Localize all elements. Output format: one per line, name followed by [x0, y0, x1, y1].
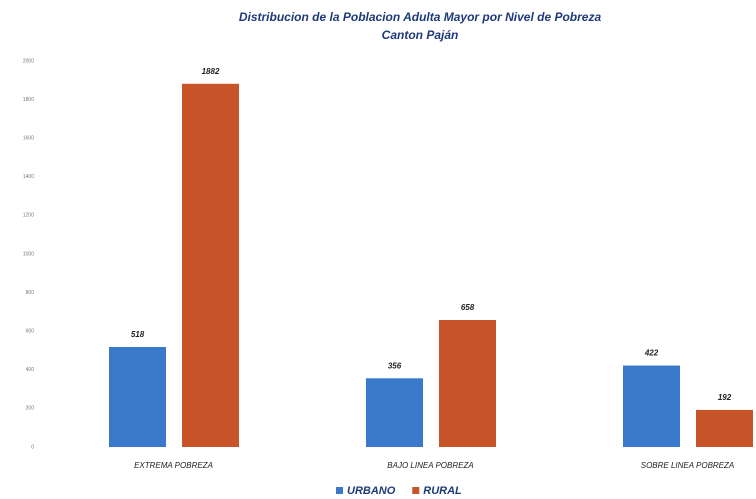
data-label: 658: [461, 303, 475, 312]
bar: [696, 409, 753, 447]
x-tick-label: SOBRE LINEA POBREZA: [641, 461, 735, 470]
y-tick-label: 400: [26, 367, 35, 373]
legend-swatch: [412, 487, 420, 494]
y-tick-label: 1400: [23, 174, 34, 180]
data-label: 422: [644, 349, 659, 358]
data-label: 1882: [202, 67, 220, 76]
y-tick-label: 2000: [23, 58, 34, 64]
data-label: 192: [718, 393, 732, 402]
chart-title: Distribucion de la Poblacion Adulta Mayo…: [239, 10, 602, 24]
bar: [182, 83, 239, 448]
x-tick-label: EXTREMA POBREZA: [134, 461, 213, 470]
x-tick-label: BAJO LINEA POBREZA: [387, 461, 473, 470]
y-tick-label: 0: [31, 444, 34, 450]
legend-label: RURAL: [423, 485, 462, 497]
bar: [366, 378, 423, 447]
legend-swatch: [336, 487, 343, 494]
y-tick-label: 1200: [23, 213, 34, 219]
bar: [439, 320, 496, 447]
y-tick-label: 600: [26, 329, 35, 335]
y-tick-label: 1000: [23, 251, 34, 257]
y-tick-label: 800: [26, 290, 35, 296]
y-tick-label: 200: [26, 406, 35, 412]
y-tick-label: 1600: [23, 136, 34, 142]
data-label: 356: [388, 361, 402, 370]
bar: [623, 365, 680, 447]
bar: [109, 347, 166, 447]
chart-subtitle: Canton Paján: [382, 28, 459, 42]
data-label: 518: [131, 330, 145, 339]
y-tick-label: 1800: [23, 97, 34, 103]
legend-label: URBANO: [347, 485, 396, 497]
